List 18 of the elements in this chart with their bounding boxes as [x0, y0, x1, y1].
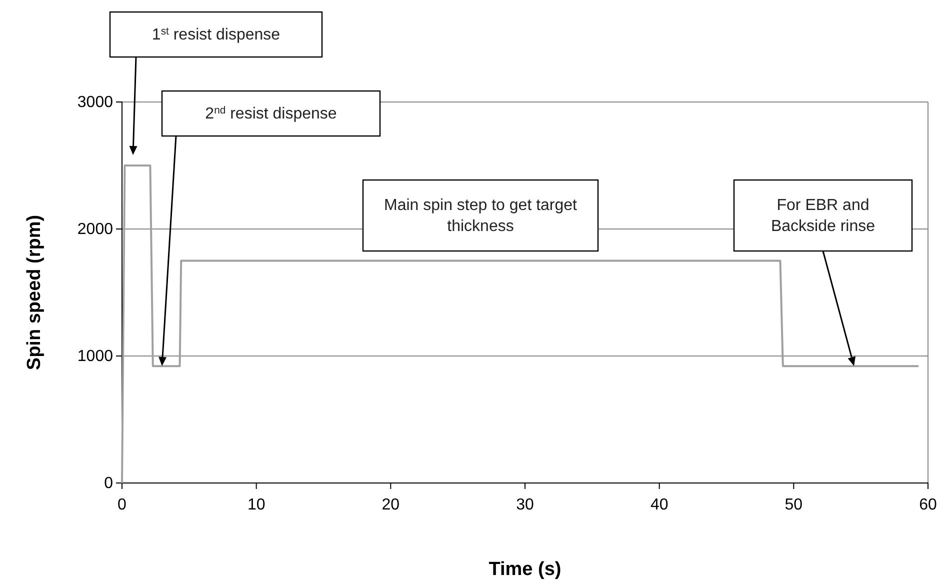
text: 1$^{st}$ resist dispense: [152, 26, 280, 44]
x-tick-label: 60: [919, 496, 937, 514]
annotation: Main spin step to get target thickness: [384, 197, 578, 235]
x-tick-label: 50: [784, 496, 803, 514]
annotation: 2$^{nd}$ resist dispense: [205, 105, 337, 122]
line-series: [121, 164, 920, 484]
y-tick-label: 0: [104, 475, 114, 492]
annotation: For EBR and Backside rinse: [770, 197, 876, 235]
x-tick-label: 20: [382, 496, 400, 514]
x-tick-label: 40: [650, 496, 668, 514]
x-axis-title: Time (s): [488, 559, 562, 580]
y-tick-label: 3000: [77, 94, 114, 112]
x-tick-label: 0: [118, 496, 127, 514]
x-tick-label: 10: [247, 496, 266, 514]
y-axis-title: Spin speed (rpm): [24, 214, 45, 370]
y-tick-label: 2000: [77, 221, 114, 238]
y-tick-label: 1000: [77, 348, 114, 366]
x-tick-label: 30: [516, 496, 534, 514]
